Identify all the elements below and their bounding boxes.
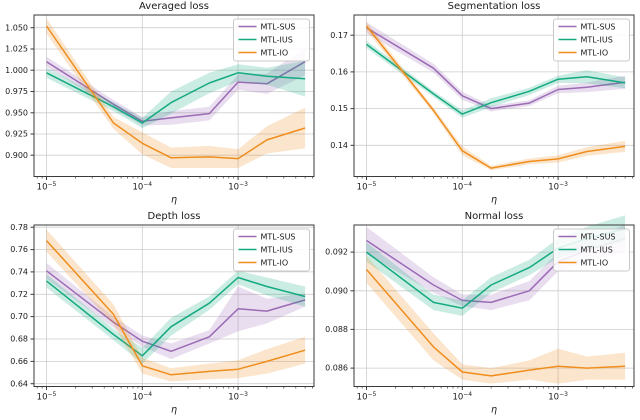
chart-canvas: 0.086 0.088 0.090 0.092 10−5 10−4 10−3 η MTL-SUS… xyxy=(325,215,635,416)
legend-box xyxy=(553,18,630,62)
series-line-mtl-ius xyxy=(366,43,626,115)
legend-box xyxy=(233,228,310,272)
y-tick-label: 0.975 xyxy=(5,87,28,96)
x-axis-label: η xyxy=(171,195,177,206)
y-tick-label: 0.17 xyxy=(330,31,348,40)
x-tick-label: 10−3 xyxy=(548,181,568,193)
y-tick-label: 0.925 xyxy=(5,130,28,139)
y-tick-label: 0.70 xyxy=(10,312,28,321)
y-tick-label: 0.68 xyxy=(10,335,28,344)
series-line-mtl-io xyxy=(365,25,626,169)
legend-label: MTL-SUS xyxy=(261,22,296,31)
x-tick-label: 10−3 xyxy=(228,181,248,193)
series-band-mtl-ius xyxy=(46,270,306,364)
series-band-mtl-io xyxy=(46,229,306,382)
series-band-mtl-sus xyxy=(366,225,626,311)
y-tick-label: 0.950 xyxy=(5,108,28,117)
y-tick-label: 0.15 xyxy=(330,104,348,113)
x-tick-label: 10−5 xyxy=(37,391,57,403)
y-tick-label: 0.76 xyxy=(10,245,28,254)
chart-segmentation-loss: Segmentation loss 0.14 0.15 0.16 0.17 10−5 10… xyxy=(320,0,640,210)
plot-border xyxy=(353,224,635,387)
legend-label: MTL-IUS xyxy=(261,245,293,254)
chart-canvas: 0.14 0.15 0.16 0.17 10−5 10−4 10−3 η MTL-SUS MTL-… xyxy=(330,14,635,206)
legend-label: MTL-IO xyxy=(261,258,289,267)
legend-label: MTL-IUS xyxy=(261,35,293,44)
chart-canvas: 0.64 0.66 0.68 0.70 0.72 0.74 0.76 0.78 10−5 10−4… xyxy=(10,223,315,416)
series-line-mtl-sus xyxy=(46,270,306,353)
x-tick-label: 10−5 xyxy=(37,181,57,193)
series-band-mtl-io xyxy=(366,255,626,384)
chart-title: Depth loss xyxy=(147,211,201,222)
chart-canvas: 0.900 0.925 0.950 0.975 1.000 1.025 1.050 10−5 1… xyxy=(5,14,315,206)
y-tick-label: 0.64 xyxy=(10,379,28,388)
y-tick-label: 0.090 xyxy=(325,286,348,295)
y-tick-label: 1.000 xyxy=(5,66,28,75)
chart-title: Segmentation loss xyxy=(447,1,541,12)
legend-box xyxy=(553,228,630,272)
chart-title: Normal loss xyxy=(464,211,524,222)
x-tick-label: 10−4 xyxy=(132,181,152,193)
series-line-mtl-io xyxy=(45,240,306,376)
y-tick-label: 0.900 xyxy=(5,151,28,160)
series-line-mtl-io xyxy=(45,25,306,160)
y-tick-label: 0.088 xyxy=(325,325,348,334)
y-tick-label: 0.78 xyxy=(10,223,28,232)
y-tick-label: 0.66 xyxy=(10,357,28,366)
y-tick-label: 0.14 xyxy=(330,141,348,150)
legend-label: MTL-SUS xyxy=(581,232,616,241)
x-axis-label: η xyxy=(491,195,497,206)
legend-label: MTL-IO xyxy=(581,258,609,267)
y-tick-label: 0.74 xyxy=(10,268,28,277)
legend-label: MTL-SUS xyxy=(261,232,296,241)
series-line-mtl-ius xyxy=(46,276,306,357)
x-axis-label: η xyxy=(171,405,177,416)
x-tick-label: 10−3 xyxy=(228,391,248,403)
series-line-mtl-sus xyxy=(46,61,306,123)
series-line-mtl-ius xyxy=(46,72,306,124)
x-tick-label: 10−3 xyxy=(548,391,568,403)
series-band-mtl-ius xyxy=(366,40,626,118)
legend-label: MTL-IO xyxy=(261,48,289,57)
legend-box xyxy=(233,18,310,62)
series-line-mtl-sus xyxy=(366,27,626,110)
x-tick-label: 10−5 xyxy=(357,391,377,403)
y-tick-label: 1.050 xyxy=(5,23,28,32)
legend-label: MTL-SUS xyxy=(581,22,616,31)
x-axis-label: η xyxy=(491,405,497,416)
legend-label: MTL-IUS xyxy=(581,245,613,254)
chart-depth-loss: Depth loss 0.64 0.66 0.68 0.70 0.72 0.74 0.76 0… xyxy=(0,210,320,420)
chart-normal-loss: Normal loss 0.086 0.088 0.090 0.092 10−5 10−4… xyxy=(320,210,640,420)
x-tick-label: 10−4 xyxy=(452,181,472,193)
x-tick-label: 10−4 xyxy=(132,391,152,403)
chart-title: Averaged loss xyxy=(139,1,209,12)
plot-border xyxy=(33,224,315,387)
series-line-mtl-io xyxy=(365,269,626,377)
chart-averaged-loss: Averaged loss 0.900 0.925 0.950 0.975 1.000 1… xyxy=(0,0,320,210)
x-tick-label: 10−5 xyxy=(357,181,377,193)
y-tick-label: 0.092 xyxy=(325,248,348,257)
legend-label: MTL-IO xyxy=(581,48,609,57)
plot-border xyxy=(353,14,635,177)
plot-border xyxy=(33,14,315,177)
legend-label: MTL-IUS xyxy=(581,35,613,44)
y-tick-label: 0.72 xyxy=(10,290,28,299)
y-tick-label: 0.086 xyxy=(325,364,348,373)
y-tick-label: 1.025 xyxy=(5,45,28,54)
y-tick-label: 0.16 xyxy=(330,68,348,77)
series-band-mtl-ius xyxy=(46,60,306,129)
x-tick-label: 10−4 xyxy=(452,391,472,403)
